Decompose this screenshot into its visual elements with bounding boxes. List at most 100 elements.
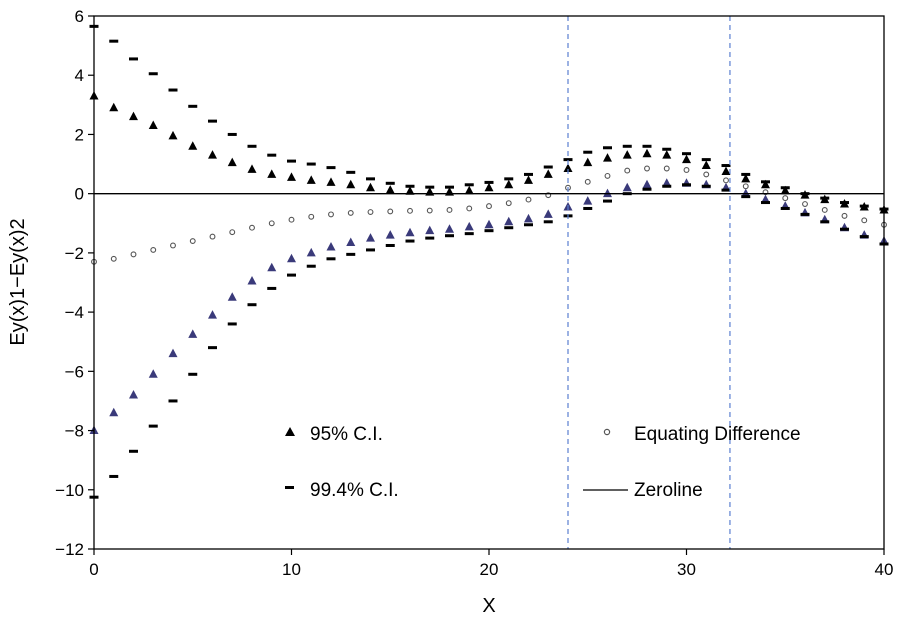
circle-point — [209, 233, 216, 240]
triangle-point — [464, 221, 474, 231]
dash-point — [583, 150, 593, 154]
dash-point — [445, 234, 454, 238]
reference-lines — [94, 16, 884, 549]
dash-point — [425, 185, 435, 189]
series-95-c-i — [89, 90, 889, 214]
legend-item-zeroline: Zeroline — [583, 480, 703, 501]
x-tick-label: 40 — [875, 560, 894, 579]
dash-point — [662, 184, 672, 188]
dash-point — [524, 172, 533, 176]
dash-point — [464, 183, 474, 187]
circle-point — [663, 165, 670, 172]
dash-point — [563, 158, 573, 162]
triangle-point — [168, 348, 178, 358]
dash-point — [129, 449, 138, 453]
triangle-point — [227, 292, 237, 301]
dash-point — [208, 346, 217, 350]
circle-point — [308, 213, 315, 220]
circle-point — [742, 183, 749, 190]
dash-point — [227, 132, 237, 136]
dash-point — [484, 180, 494, 184]
triangle-point — [148, 369, 158, 378]
dash-point — [168, 88, 178, 92]
triangle-point — [583, 157, 593, 167]
circle-point — [762, 189, 769, 196]
dash-point — [820, 220, 830, 224]
dash-point — [780, 186, 790, 190]
y-tick-label: −8 — [65, 422, 84, 441]
dash-point — [464, 232, 474, 236]
data-marks — [89, 24, 889, 499]
triangle-point — [662, 150, 672, 159]
legend-dash-marker — [285, 486, 294, 489]
circle-point — [584, 178, 591, 185]
dash-point — [859, 204, 869, 208]
triangle-point — [326, 177, 336, 186]
triangle-point — [346, 179, 356, 189]
dash-point — [543, 165, 553, 169]
triangle-point — [366, 182, 375, 192]
circle-point — [446, 207, 453, 213]
circle-point — [821, 207, 828, 213]
dash-point — [129, 57, 138, 61]
triangle-point — [326, 241, 336, 251]
triangle-point — [484, 219, 494, 229]
dash-point — [543, 220, 553, 224]
legend-label-99ci: 99.4% C.I. — [310, 480, 399, 501]
circle-point — [328, 211, 334, 218]
y-tick-label: −12 — [55, 540, 84, 559]
triangle-point — [405, 227, 415, 237]
triangle-point — [464, 185, 474, 195]
triangle-point — [662, 178, 672, 187]
legend-item-95ci: 95% C.I. — [285, 424, 383, 445]
dash-point — [247, 303, 257, 307]
triangle-point — [267, 169, 277, 178]
dash-point — [603, 199, 612, 203]
triangle-point — [188, 329, 198, 338]
triangle-point — [366, 233, 375, 242]
y-axis-title: Ey(x)1−Ey(x)2 — [7, 218, 29, 345]
dash-point — [306, 264, 316, 268]
x-tick-label: 10 — [282, 560, 301, 579]
circle-point — [466, 205, 473, 212]
triangle-point — [524, 213, 533, 223]
dash-point — [287, 159, 296, 163]
dash-point — [504, 226, 514, 230]
dash-point — [247, 144, 257, 148]
triangle-point — [701, 160, 711, 170]
dash-point — [366, 177, 375, 181]
dash-point — [622, 144, 632, 148]
legend-label-95ci: 95% C.I. — [310, 424, 383, 445]
triangle-point — [247, 276, 257, 285]
circle-point — [229, 229, 236, 236]
triangle-point — [306, 247, 316, 257]
triangle-point — [524, 175, 533, 184]
legend: 95% C.I. Equating Difference 99.4% C.I. … — [285, 424, 801, 501]
y-tick-label: 6 — [75, 7, 84, 26]
legend-label-zeroline: Zeroline — [634, 480, 703, 501]
circle-point — [723, 177, 729, 184]
dash-point — [780, 206, 790, 210]
dash-point — [761, 180, 770, 184]
dash-point — [306, 162, 316, 166]
circle-point — [268, 220, 275, 227]
triangle-point — [247, 164, 257, 173]
dash-point — [721, 164, 731, 168]
triangle-point — [267, 262, 277, 272]
triangle-point — [109, 407, 119, 417]
legend-item-equating-difference: Equating Difference — [603, 424, 801, 445]
dash-point — [741, 172, 751, 176]
circle-point — [841, 212, 848, 219]
triangle-point — [761, 179, 770, 189]
triangle-point — [543, 169, 553, 178]
dash-point — [682, 152, 691, 156]
triangle-point — [504, 179, 514, 189]
dash-point — [603, 146, 612, 150]
circle-point — [703, 171, 710, 178]
triangle-point — [425, 225, 435, 235]
triangle-point — [622, 182, 632, 192]
dash-point — [840, 227, 849, 231]
legend-item-99ci: 99.4% C.I. — [285, 480, 399, 501]
